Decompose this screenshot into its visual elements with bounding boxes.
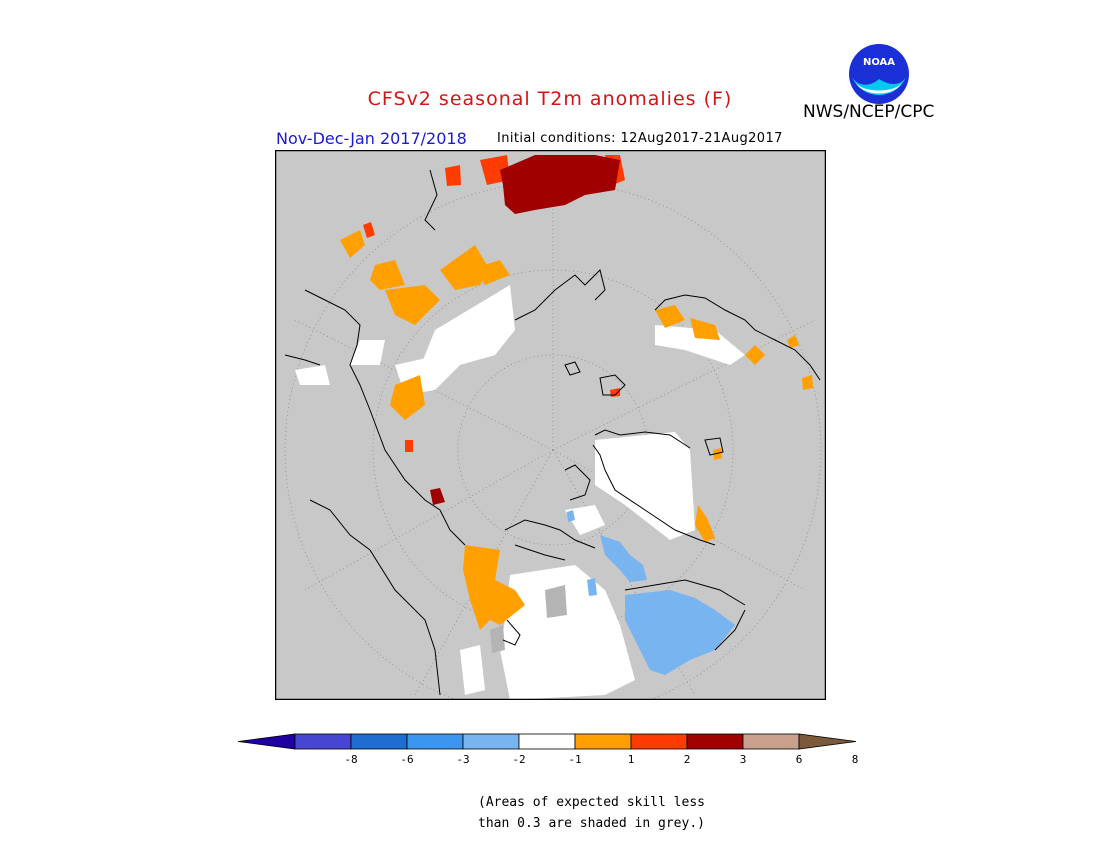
- legend-swatch-low-end: [238, 733, 296, 750]
- anomaly-3-6-regions: [430, 155, 620, 505]
- legend-swatch: [630, 733, 688, 750]
- legend-swatch: [462, 733, 520, 750]
- skill-note-line-1: (Areas of expected skill less: [478, 795, 705, 810]
- legend-tick-label: -2: [512, 753, 525, 766]
- low-skill-patches: [490, 585, 567, 653]
- initial-conditions-label: Initial conditions: 12Aug2017-21Aug2017: [497, 131, 783, 146]
- anomaly-1-2-regions: [340, 230, 813, 630]
- legend-swatch-high-end: [798, 733, 857, 750]
- coastlines: [284, 169, 821, 696]
- color-legend: -8 -6 -3 -2 -1 1 2 3 6 8: [238, 733, 858, 766]
- legend-tick-label: 6: [796, 753, 803, 766]
- season-label: Nov-Dec-Jan 2017/2018: [276, 129, 467, 148]
- agency-label: NWS/NCEP/CPC: [803, 102, 935, 122]
- near-normal-regions: [295, 285, 745, 700]
- legend-swatches: [238, 733, 857, 750]
- legend-swatch: [406, 733, 464, 750]
- legend-swatch: [686, 733, 744, 750]
- legend-swatch: [350, 733, 408, 750]
- noaa-logo-icon: NOAA: [849, 44, 909, 104]
- map-title: CFSv2 seasonal T2m anomalies (F): [367, 88, 733, 110]
- legend-tick-label: 2: [684, 753, 691, 766]
- legend-swatch: [294, 733, 352, 750]
- skill-note-line-2: than 0.3 are shaded in grey.): [478, 816, 705, 831]
- legend-labels: -8 -6 -3 -2 -1 1 2 3 6 8: [344, 753, 858, 766]
- legend-tick-label: 3: [740, 753, 747, 766]
- legend-tick-label: -8: [344, 753, 357, 766]
- skill-note: (Areas of expected skill less than 0.3 a…: [478, 792, 705, 834]
- legend-tick-label: -1: [568, 753, 581, 766]
- legend-tick-label: 1: [628, 753, 635, 766]
- logo-text: NOAA: [863, 57, 895, 68]
- legend-tick-label: 8: [852, 753, 859, 766]
- anomaly-minus-1-2-regions: [567, 510, 735, 675]
- legend-swatch: [574, 733, 632, 750]
- map-frame: [275, 150, 826, 700]
- legend-tick-label: -6: [400, 753, 413, 766]
- polar-anomaly-map: [275, 150, 826, 700]
- legend-swatch: [742, 733, 800, 750]
- legend-swatch: [518, 733, 576, 750]
- legend-tick-label: -3: [456, 753, 469, 766]
